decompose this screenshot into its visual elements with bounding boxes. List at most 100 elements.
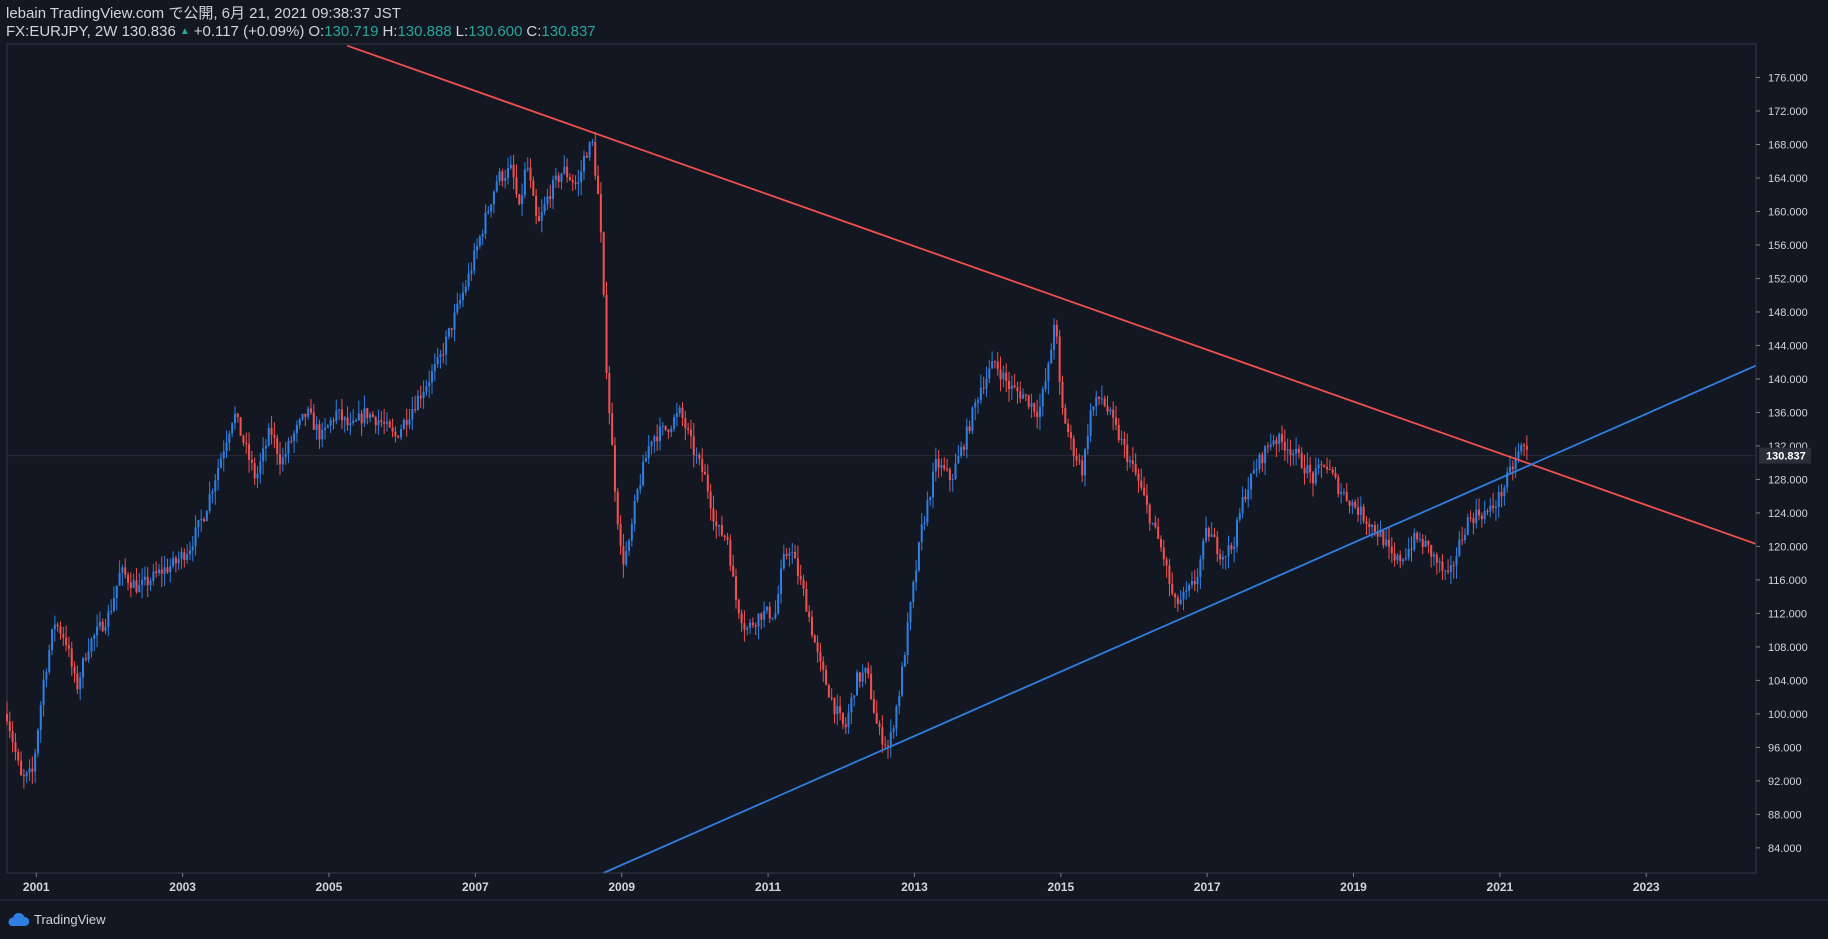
candle-body [642, 461, 645, 486]
candle-body [245, 442, 248, 444]
candle-body [1157, 526, 1160, 539]
candle-body [608, 373, 611, 414]
candle-body [236, 413, 239, 418]
y-tick-label: 112.000 [1768, 608, 1807, 620]
candle-body [264, 445, 267, 449]
tradingview-brand[interactable]: TradingView [6, 912, 106, 927]
candle-body [1421, 538, 1424, 547]
candle-body [146, 576, 149, 586]
candle-body [605, 294, 608, 374]
candle-body [791, 552, 794, 554]
candle-body [490, 204, 493, 212]
y-tick-label: 124.000 [1768, 508, 1808, 520]
candle-body [1492, 505, 1495, 509]
candle-body [385, 421, 388, 424]
candle-body [1137, 473, 1140, 481]
candle-body [1261, 454, 1264, 464]
candle-body [1337, 477, 1340, 494]
candle-body [1061, 381, 1064, 409]
candle-body [749, 622, 752, 628]
candle-body [881, 727, 884, 745]
candle-body [309, 408, 312, 413]
candle-body [1387, 539, 1390, 547]
candle-body [1033, 403, 1036, 412]
candle-body [205, 511, 208, 522]
candle-body [422, 392, 425, 399]
candle-body [1202, 540, 1205, 560]
candle-body [1103, 398, 1106, 406]
candle-body [1455, 555, 1458, 566]
candle-body [1289, 449, 1292, 456]
candle-body [1345, 491, 1348, 501]
candle-body [658, 426, 662, 442]
candle-body [1278, 433, 1281, 445]
candle-body [1447, 570, 1450, 572]
y-tick-label: 108.000 [1768, 642, 1808, 654]
candle-body [1258, 454, 1261, 469]
candle-body [338, 409, 341, 411]
candle-body [1067, 423, 1070, 433]
candle-body [1165, 559, 1168, 566]
candle-body [1098, 396, 1101, 399]
candle-body [1174, 593, 1177, 598]
candle-body [1064, 408, 1067, 424]
candle-body [923, 522, 926, 525]
candle-body [954, 463, 957, 479]
candle-body [1449, 565, 1452, 572]
candle-body [591, 141, 594, 143]
candle-body [757, 613, 760, 627]
candle-body [231, 423, 234, 434]
candle-body [537, 216, 540, 222]
candle-body [349, 423, 352, 426]
candle-body [667, 429, 670, 433]
candle-body [1410, 549, 1413, 551]
candle-body [988, 368, 991, 379]
candle-body [1399, 555, 1402, 562]
candle-body [217, 467, 220, 481]
candle-body [1196, 576, 1199, 585]
x-tick-label: 2011 [755, 880, 781, 894]
candle-body [354, 420, 358, 422]
candle-body [405, 419, 408, 425]
candle-body [442, 354, 445, 356]
candle-body [723, 535, 726, 538]
candle-body [233, 413, 236, 424]
candle-body [67, 645, 70, 649]
candle-body [664, 425, 667, 430]
candle-body [839, 706, 842, 713]
chart-legend: lebain TradingView.com で公開, 6月 21, 2021 … [6, 5, 600, 41]
candle-body [1379, 530, 1382, 537]
candle-body [478, 236, 481, 247]
candle-body [929, 497, 932, 501]
candle-body [566, 166, 569, 178]
candle-body [670, 428, 673, 433]
candle-body [644, 458, 647, 462]
candle-body [430, 371, 434, 383]
candle-body [1030, 403, 1033, 407]
candle-body [298, 419, 301, 425]
x-tick-label: 2003 [169, 880, 196, 894]
candle-body [912, 582, 915, 603]
candle-body [613, 445, 616, 492]
candle-body [411, 409, 414, 420]
candle-body [504, 177, 507, 181]
y-tick-label: 100.000 [1768, 709, 1808, 721]
candle-body [248, 443, 251, 460]
candle-body [110, 610, 113, 612]
candle-body [780, 568, 783, 594]
candle-body [447, 328, 450, 337]
candle-body [692, 435, 695, 456]
candle-body [169, 566, 172, 573]
candle-body [31, 768, 34, 772]
candle-body [1131, 460, 1134, 464]
candle-body [1050, 349, 1053, 364]
candle-body [515, 177, 518, 195]
candle-body [763, 610, 766, 620]
candle-body [906, 622, 909, 656]
candle-body [1283, 441, 1286, 451]
candle-body [991, 361, 994, 369]
candle-body [301, 413, 304, 420]
x-tick-label: 2019 [1340, 880, 1367, 894]
candle-body [850, 697, 853, 713]
